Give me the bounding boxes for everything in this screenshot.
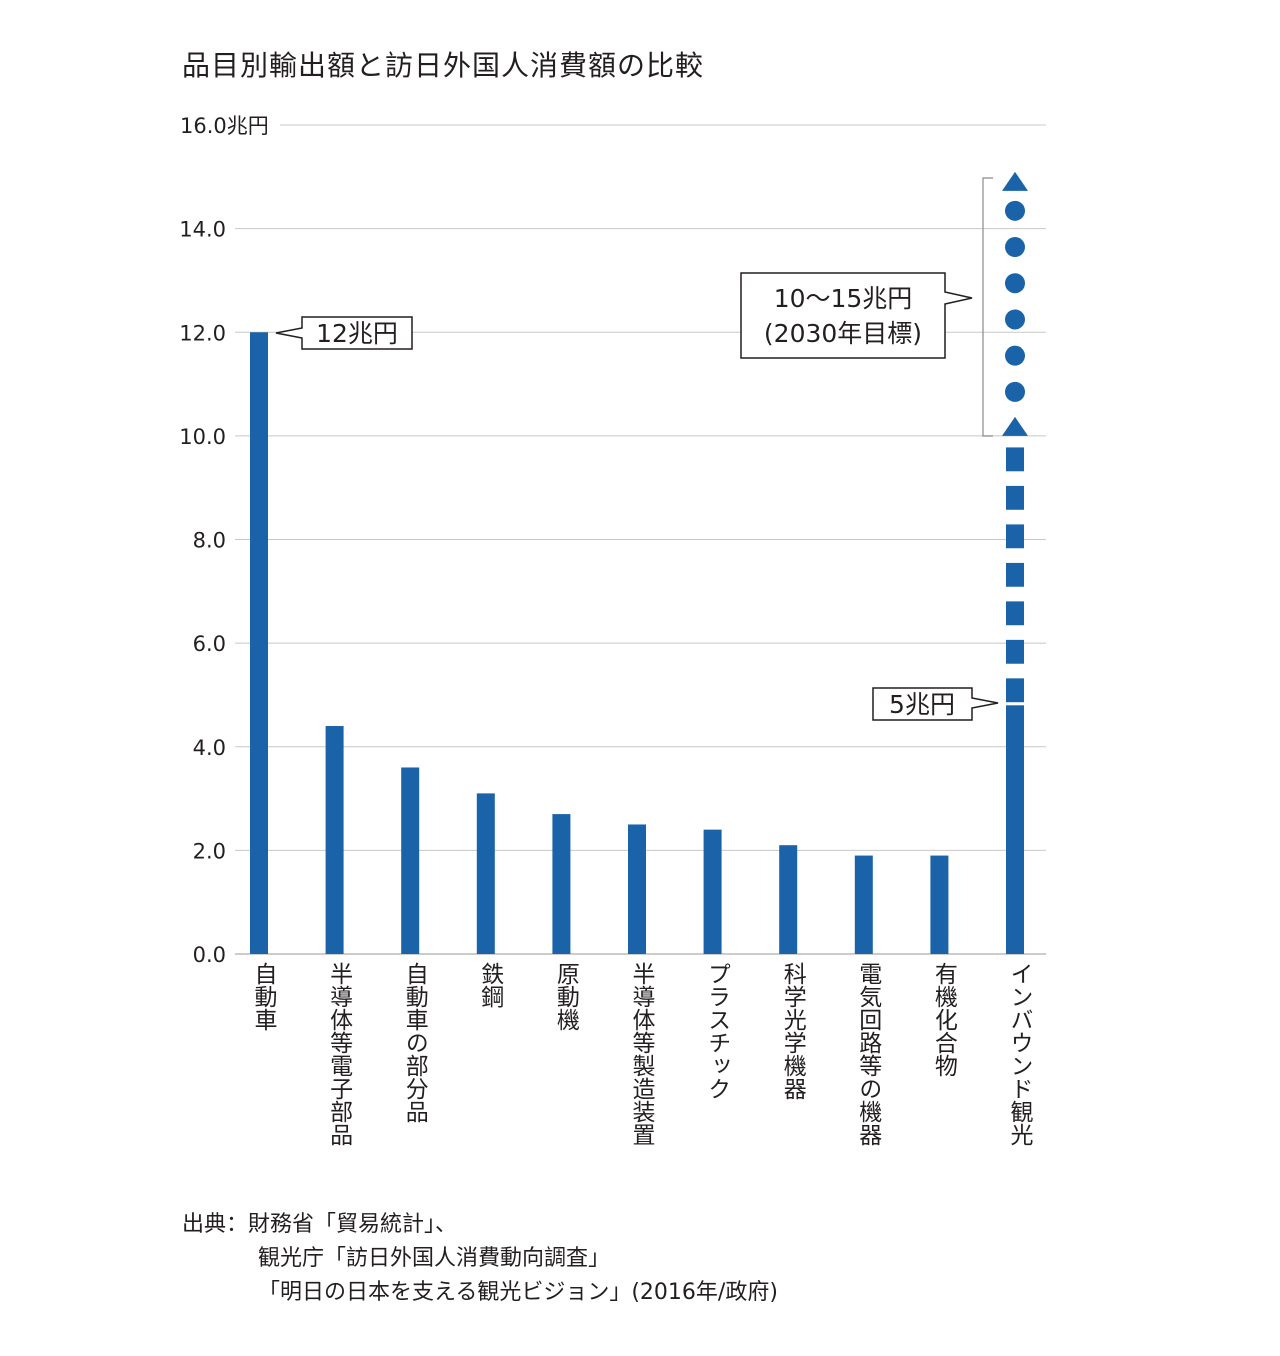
x-category-label: 有機化合物: [930, 962, 957, 1077]
target-range-dot: [1005, 200, 1025, 221]
callout-target: 10〜15兆円 (2030年目標): [740, 272, 973, 359]
y-tick-label: 16.0兆円: [180, 114, 269, 138]
y-tick-label: 12.0: [179, 321, 226, 345]
callout-automobile-box: [275, 316, 413, 350]
bar-1: [250, 332, 268, 954]
target-range-dot: [1005, 237, 1025, 258]
target-range-dot: [1005, 381, 1025, 402]
x-category-label: 自動車: [250, 962, 276, 1031]
x-category-label: 電気回路等の機器: [854, 962, 881, 1146]
x-category-label: 鉄鋼: [476, 962, 503, 1008]
bar-8: [779, 845, 798, 954]
source-line-2: 観光庁「訪日外国人消費動向調査」: [258, 1246, 611, 1271]
range-low-arrow: [1002, 416, 1028, 436]
bar-inbound-dash: [1006, 562, 1024, 587]
callout-inbound: 5兆円: [872, 687, 999, 721]
callout-target-line2: (2030年目標): [764, 319, 922, 348]
bar-10: [930, 855, 949, 954]
bar-6: [628, 824, 646, 954]
y-tick-label: 8.0: [193, 529, 226, 553]
bar-4: [476, 793, 495, 954]
callout-automobile: 12兆円: [275, 316, 413, 350]
bar-3: [401, 767, 420, 954]
bar-2: [325, 726, 344, 954]
x-category-label: 半導体等製造装置: [628, 962, 654, 1146]
bar-7: [703, 829, 722, 954]
callout-automobile-label: 12兆円: [316, 319, 398, 348]
source-line-1: 出典：財務省「貿易統計」、: [182, 1212, 458, 1237]
y-axis-ticks: 0.0 2.0 4.0 6.0 8.0 10.0 12.0 14.0 16.0兆円: [179, 114, 269, 967]
bar-5: [552, 814, 571, 954]
bar-inbound-dash: [1006, 601, 1024, 626]
y-tick-label: 14.0: [179, 218, 226, 242]
bar-inbound-dash: [1006, 678, 1024, 703]
bar-inbound-dash: [1006, 639, 1024, 664]
source-note: 出典：財務省「貿易統計」、 観光庁「訪日外国人消費動向調査」 「明日の日本を支え…: [182, 1208, 778, 1310]
bar-inbound-dash: [1006, 524, 1024, 549]
x-category-label: 原動機: [552, 962, 579, 1031]
chart-title: 品目別輸出額と訪日外国人消費額の比較: [182, 49, 705, 82]
callout-target-line1: 10〜15兆円: [774, 284, 913, 313]
callout-inbound-label: 5兆円: [889, 690, 955, 719]
bar-9: [854, 855, 873, 954]
bars: [250, 171, 1028, 954]
x-category-label: 自動車の部分品: [401, 962, 428, 1123]
target-range-dot: [1005, 273, 1025, 294]
target-range-dot: [1005, 309, 1025, 330]
bar-inbound-dash: [1006, 447, 1024, 472]
callout-target-box: [740, 272, 973, 359]
y-tick-label: 4.0: [193, 736, 226, 760]
y-tick-label: 10.0: [179, 425, 226, 449]
annotations: 12兆円 10〜15兆円 (2030年目標) 5兆円: [275, 177, 999, 721]
range-high-arrow: [1002, 171, 1028, 191]
callout-inbound-box: [872, 687, 999, 721]
y-tick-label: 2.0: [193, 839, 226, 863]
y-tick-label: 6.0: [193, 632, 226, 656]
x-category-label: 科学光学機器: [779, 962, 806, 1100]
source-line-3: 「明日の日本を支える観光ビジョン」(2016年/政府): [258, 1280, 778, 1305]
x-category-label: 半導体等電子部品: [325, 962, 352, 1146]
bar-inbound-current: [1006, 705, 1024, 954]
x-category-label: プラスチック: [703, 962, 730, 1100]
target-range-dot: [1005, 345, 1025, 366]
y-tick-label: 0.0: [193, 943, 226, 967]
target-range-bracket: [982, 177, 993, 437]
x-category-label: インバウンド観光: [1006, 962, 1032, 1146]
bar-inbound-dash: [1006, 485, 1024, 510]
